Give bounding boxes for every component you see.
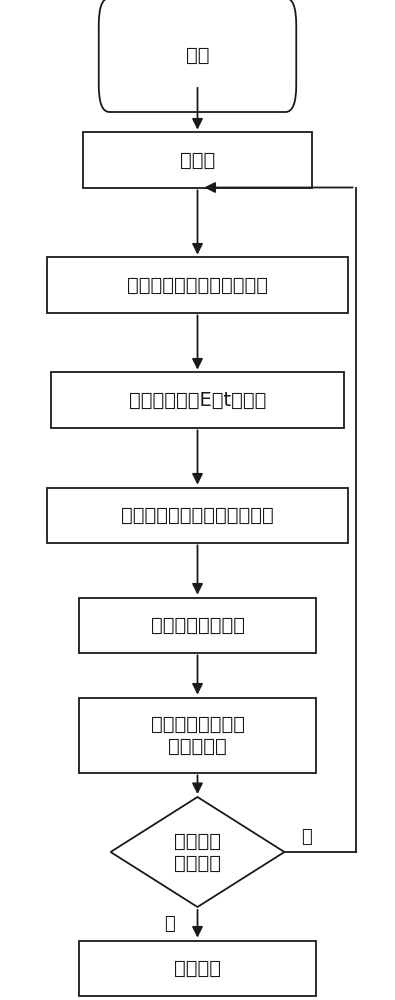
Text: 计算各时刻的E（t）指标: 计算各时刻的E（t）指标 xyxy=(129,390,266,410)
Text: 更新阈值；统计帧
间超限次数: 更新阈值；统计帧 间超限次数 xyxy=(150,714,245,756)
Text: 综合评判
是否故障: 综合评判 是否故障 xyxy=(174,832,221,872)
Text: 是: 是 xyxy=(164,915,175,933)
Text: 初始化: 初始化 xyxy=(180,150,215,169)
Polygon shape xyxy=(111,797,284,907)
Bar xyxy=(79,698,316,772)
Bar xyxy=(79,940,316,996)
Bar xyxy=(47,488,348,542)
Bar xyxy=(51,372,344,428)
Bar xyxy=(83,132,312,188)
Text: 计算帧内极值、平均值、方差: 计算帧内极值、平均值、方差 xyxy=(121,506,274,524)
Text: 否: 否 xyxy=(301,828,312,846)
Bar xyxy=(79,597,316,652)
Text: 对电流波形进行等周期采样: 对电流波形进行等周期采样 xyxy=(127,275,268,294)
Bar xyxy=(47,257,348,312)
Text: 统计帧内超限次数: 统计帧内超限次数 xyxy=(150,615,245,635)
Text: 发出报警: 发出报警 xyxy=(174,958,221,978)
Text: 开始: 开始 xyxy=(186,45,209,64)
FancyBboxPatch shape xyxy=(99,0,296,112)
